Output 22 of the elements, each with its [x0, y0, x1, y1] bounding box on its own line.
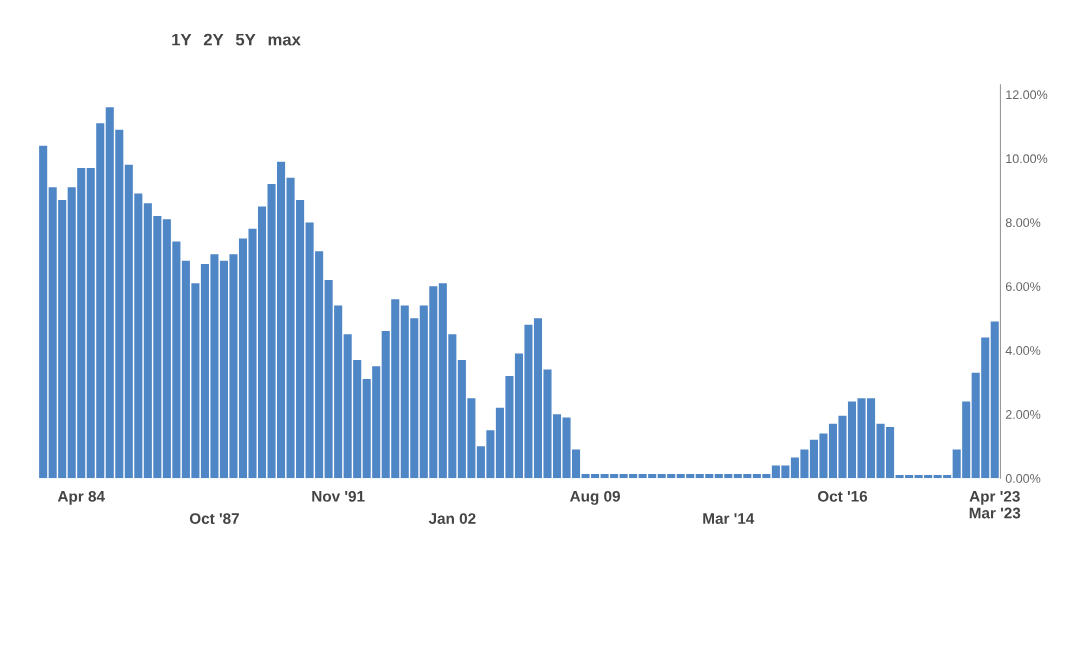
x-tick-label: Jan 02 [428, 513, 476, 524]
x-tick-label: Apr '23 [969, 490, 1020, 505]
text: 1Y [172, 33, 192, 46]
x-tick-label: Oct '16 [817, 490, 868, 502]
x-tick-label: Oct '87 [189, 513, 239, 524]
text: 5Y [235, 33, 256, 46]
x-tick-label: Apr 84 [57, 490, 105, 505]
y-tick-label: 0.00% [1005, 474, 1041, 483]
x-tick-label: Aug 09 [569, 490, 620, 505]
bar [990, 321, 999, 479]
text: max [268, 36, 301, 46]
text: Mar '23 [969, 507, 1021, 519]
y-tick-label: 6.00% [1005, 282, 1041, 292]
bar [39, 145, 48, 479]
y-tick-label: 12.00% [1006, 90, 1048, 100]
text: 2Y [203, 33, 224, 46]
y-tick-label: 8.00% [1005, 218, 1041, 228]
y-tick-label: 2.00% [1005, 410, 1041, 419]
x-tick-label: Nov '91 [312, 490, 365, 502]
y-tick-label: 10.00% [1006, 154, 1048, 164]
y-tick-label: 4.00% [1005, 346, 1041, 355]
x-tick-label: Mar '14 [703, 513, 755, 524]
